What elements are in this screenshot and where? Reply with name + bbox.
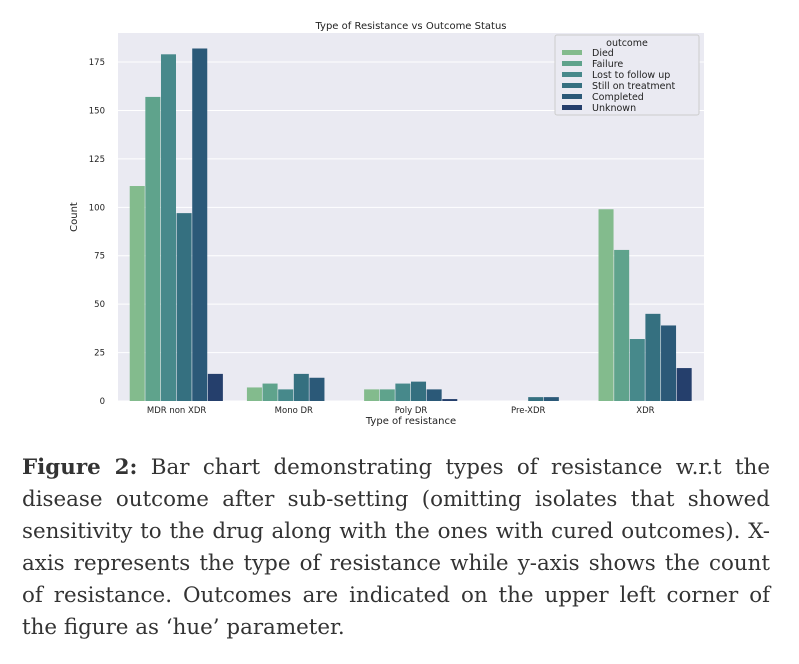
bar bbox=[192, 48, 208, 401]
y-tick-label: 175 bbox=[89, 58, 105, 68]
bar bbox=[364, 389, 380, 401]
chart-title: Type of Resistance vs Outcome Status bbox=[314, 21, 506, 32]
x-axis-label: Type of resistance bbox=[365, 416, 456, 427]
y-tick-label: 75 bbox=[94, 252, 105, 262]
x-tick-label: XDR bbox=[636, 406, 654, 416]
bar bbox=[614, 249, 630, 401]
legend-swatch bbox=[562, 61, 582, 66]
bar bbox=[262, 383, 278, 401]
bar bbox=[379, 389, 395, 401]
y-tick-label: 25 bbox=[94, 349, 105, 359]
legend-entry: Failure bbox=[592, 59, 623, 70]
x-tick-label: MDR non XDR bbox=[147, 406, 207, 416]
bar bbox=[395, 383, 411, 401]
y-tick-label: 100 bbox=[89, 203, 105, 213]
bar bbox=[278, 389, 294, 401]
bar bbox=[661, 325, 677, 401]
legend-box bbox=[554, 34, 700, 116]
legend-swatch bbox=[562, 83, 582, 88]
bar bbox=[246, 387, 262, 401]
bar bbox=[309, 377, 325, 401]
x-tick-label: Poly DR bbox=[395, 406, 428, 416]
bar bbox=[207, 373, 223, 401]
bar bbox=[293, 373, 309, 401]
bar bbox=[645, 313, 661, 401]
figure-caption: Figure 2: Bar chart demonstrating types … bbox=[22, 452, 770, 644]
y-axis-label: Count bbox=[69, 202, 80, 232]
bar bbox=[543, 397, 559, 401]
bars bbox=[129, 48, 692, 402]
bar bbox=[145, 96, 161, 402]
legend-swatch bbox=[562, 105, 582, 110]
legend-entry: Lost to follow up bbox=[592, 70, 670, 81]
bar bbox=[426, 389, 442, 401]
legend-swatch bbox=[562, 50, 582, 55]
bar bbox=[411, 381, 427, 401]
bar bbox=[598, 209, 614, 401]
x-tick-label: Pre-XDR bbox=[511, 406, 546, 416]
bar bbox=[676, 368, 692, 401]
y-tick-label: 0 bbox=[100, 397, 105, 407]
bar bbox=[129, 186, 145, 401]
y-tick-label: 50 bbox=[94, 300, 105, 310]
legend-swatch bbox=[562, 72, 582, 77]
x-tick-label: Mono DR bbox=[275, 406, 313, 416]
legend-title: outcome bbox=[606, 38, 648, 49]
caption-text: Bar chart demonstrating types of resista… bbox=[22, 455, 770, 640]
bar bbox=[528, 397, 544, 401]
legend-entry: Died bbox=[592, 48, 614, 59]
legend-entry: Still on treatment bbox=[592, 81, 675, 92]
bar bbox=[176, 213, 192, 401]
caption-label: Figure 2: bbox=[22, 455, 138, 480]
y-tick-label: 150 bbox=[89, 106, 105, 116]
y-tick-label: 125 bbox=[89, 155, 105, 165]
x-tick-labels: MDR non XDR Mono DR Poly DR Pre-XDR XDR bbox=[147, 406, 655, 416]
legend-swatch bbox=[562, 94, 582, 99]
y-tick-labels: 0 25 50 75 100 125 150 175 bbox=[89, 58, 105, 407]
legend-entry: Unknown bbox=[592, 103, 636, 114]
legend-entry: Completed bbox=[592, 92, 644, 103]
bar bbox=[629, 339, 645, 401]
bar-chart: 0 25 50 75 100 125 150 175 MDR non XDR Mono DR Po… bbox=[69, 21, 704, 427]
bar bbox=[160, 54, 176, 401]
bar bbox=[442, 399, 458, 401]
